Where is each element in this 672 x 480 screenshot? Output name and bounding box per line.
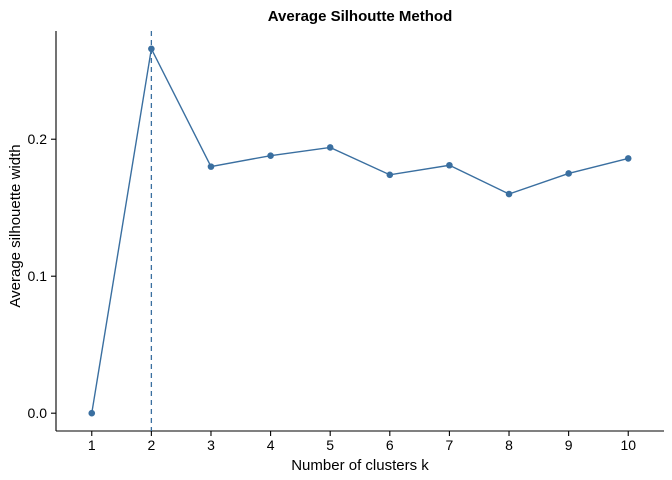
data-point <box>386 171 394 179</box>
data-point <box>88 409 96 417</box>
plot-area <box>88 31 632 431</box>
data-point <box>148 45 155 53</box>
y-axis-label: Average silhouette width <box>7 144 24 307</box>
y-tick-label: 0.0 <box>28 405 48 421</box>
x-tick-label: 3 <box>207 437 215 453</box>
x-tick-label: 9 <box>565 437 573 453</box>
data-point <box>267 152 274 159</box>
data-point <box>326 144 334 151</box>
x-axis-ticks: 1 2 3 4 5 6 7 8 9 10 <box>88 431 636 453</box>
x-axis-label: Number of clusters k <box>291 457 429 474</box>
x-tick-label: 2 <box>147 437 155 453</box>
y-tick-label: 0.1 <box>28 268 48 284</box>
data-point <box>565 170 572 177</box>
x-tick-label: 5 <box>326 437 334 453</box>
y-axis-ticks: 0.0 0.1 0.2 <box>28 131 56 421</box>
x-tick-label: 7 <box>446 437 454 453</box>
x-tick-label: 1 <box>88 437 96 453</box>
data-point <box>207 163 215 170</box>
x-tick-label: 10 <box>620 437 636 453</box>
x-tick-label: 4 <box>267 437 275 453</box>
series-line <box>91 46 629 414</box>
x-tick-label: 6 <box>386 437 394 453</box>
x-tick-label: 8 <box>505 437 513 453</box>
data-point <box>446 161 453 169</box>
chart-title: Average Silhoutte Method <box>268 8 452 25</box>
data-point <box>505 190 513 198</box>
data-point <box>624 155 632 162</box>
y-tick-label: 0.2 <box>28 131 48 147</box>
